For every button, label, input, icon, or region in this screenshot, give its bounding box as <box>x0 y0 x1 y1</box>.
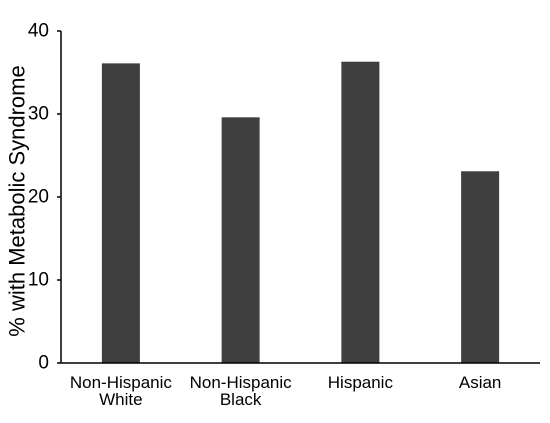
x-category-label-1-line-1: Black <box>220 390 262 409</box>
y-tick-label-0: 0 <box>38 353 49 374</box>
y-ticks-group: 0 10 20 30 40 <box>28 21 61 374</box>
x-category-label-0: Non-Hispanic White <box>70 373 173 409</box>
bar-2 <box>341 61 380 364</box>
x-category-label-1-line-0: Non-Hispanic <box>190 373 293 392</box>
x-category-label-0-line-0: Non-Hispanic <box>70 373 173 392</box>
y-axis-title: % with Metabolic Syndrome <box>5 65 30 336</box>
bar-3 <box>461 171 500 363</box>
bar-0 <box>101 63 140 364</box>
y-tick-label-3: 30 <box>28 104 49 125</box>
bar-1 <box>221 117 260 363</box>
x-category-label-2-line-0: Hispanic <box>328 373 394 392</box>
x-category-label-1: Non-Hispanic Black <box>190 373 293 409</box>
x-category-label-0-line-1: White <box>99 390 142 409</box>
bars-group <box>101 61 500 364</box>
x-category-label-3-line-0: Asian <box>459 373 502 392</box>
y-tick-label-1: 10 <box>28 270 49 291</box>
y-tick-label-2: 20 <box>28 187 49 208</box>
x-category-label-2: Hispanic <box>328 373 394 392</box>
x-category-label-3: Asian <box>459 373 502 392</box>
y-tick-label-4: 40 <box>28 21 49 42</box>
